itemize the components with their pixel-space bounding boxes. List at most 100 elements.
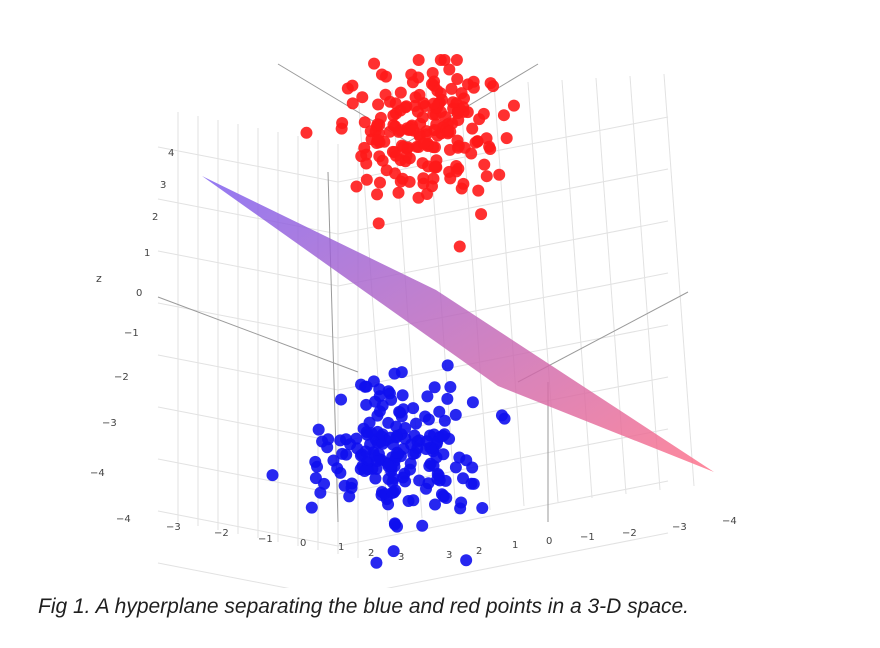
data-point bbox=[412, 191, 425, 204]
data-point bbox=[480, 170, 493, 183]
hyperplane-surface bbox=[202, 176, 714, 472]
data-point bbox=[405, 438, 418, 451]
y-tick-label: 0 bbox=[546, 536, 552, 547]
data-point bbox=[449, 408, 462, 421]
grid-line bbox=[561, 79, 593, 499]
data-point bbox=[373, 176, 386, 189]
data-point bbox=[444, 380, 457, 393]
z-axis-title: z bbox=[96, 272, 102, 285]
data-point bbox=[373, 150, 386, 163]
data-point bbox=[368, 57, 381, 70]
data-point bbox=[360, 380, 373, 393]
x-tick-label: 3 bbox=[398, 552, 404, 563]
data-point bbox=[407, 402, 420, 415]
data-point bbox=[421, 390, 434, 403]
data-point bbox=[379, 88, 392, 101]
data-point bbox=[441, 392, 454, 405]
data-point bbox=[446, 96, 459, 109]
data-point bbox=[394, 86, 407, 99]
data-point bbox=[426, 67, 439, 80]
grid-line bbox=[663, 73, 695, 487]
data-point bbox=[402, 141, 415, 154]
data-point bbox=[392, 186, 405, 199]
grid-line bbox=[386, 532, 669, 588]
data-point bbox=[466, 396, 479, 409]
axis-ticks: 4 3 2 1 0 −1 −2 −3 −4 z −4 −3 −2 −1 0 1 2 3 3 2 1 0 −1 −2 −3 −4 bbox=[90, 148, 737, 563]
y-tick-label: −2 bbox=[622, 528, 637, 539]
data-point bbox=[335, 122, 348, 135]
x-tick-label: 2 bbox=[368, 548, 374, 559]
data-point bbox=[427, 97, 440, 110]
data-point bbox=[351, 442, 364, 455]
z-tick-label: −3 bbox=[102, 418, 117, 429]
x-tick-label: 1 bbox=[338, 542, 344, 553]
x-tick-label: 0 bbox=[300, 538, 306, 549]
data-point bbox=[350, 180, 363, 193]
data-point bbox=[428, 381, 441, 394]
data-point bbox=[498, 412, 511, 425]
grid-line bbox=[629, 75, 661, 491]
data-point bbox=[467, 81, 480, 94]
z-tick-label: 2 bbox=[152, 212, 158, 223]
scatter-3d-plot: 4 3 2 1 0 −1 −2 −3 −4 z −4 −3 −2 −1 0 1 2 3 3 2 1 0 −1 −2 −3 −4 bbox=[90, 54, 737, 588]
data-point bbox=[371, 188, 384, 201]
data-point bbox=[493, 168, 506, 181]
data-point bbox=[373, 405, 386, 418]
data-point bbox=[475, 208, 488, 221]
data-point bbox=[455, 496, 468, 509]
data-point bbox=[314, 486, 327, 499]
data-point bbox=[364, 125, 377, 138]
grid-line bbox=[157, 510, 339, 547]
data-point bbox=[369, 395, 382, 408]
data-point bbox=[371, 133, 384, 146]
data-point bbox=[440, 491, 453, 504]
data-point bbox=[472, 184, 485, 197]
red-points bbox=[300, 54, 520, 253]
y-tick-label: 1 bbox=[512, 540, 518, 551]
data-point bbox=[460, 454, 473, 467]
z-tick-label: −2 bbox=[114, 372, 129, 383]
data-point bbox=[444, 172, 457, 185]
y-tick-label: 2 bbox=[476, 546, 482, 557]
data-point bbox=[266, 469, 279, 482]
data-point bbox=[438, 414, 451, 427]
data-point bbox=[374, 111, 387, 124]
grid-line bbox=[527, 81, 559, 503]
data-point bbox=[497, 109, 510, 122]
data-point bbox=[382, 498, 395, 511]
data-point bbox=[393, 405, 406, 418]
data-point bbox=[500, 132, 513, 145]
x-tick-label: −3 bbox=[166, 522, 181, 533]
grid-line bbox=[157, 458, 339, 495]
data-point bbox=[385, 393, 398, 406]
data-point bbox=[429, 498, 442, 511]
data-point bbox=[370, 556, 383, 569]
data-point bbox=[507, 99, 520, 112]
data-point bbox=[394, 104, 407, 117]
grid-line bbox=[157, 562, 290, 588]
data-point bbox=[387, 119, 400, 132]
grid-line bbox=[157, 406, 339, 443]
data-point bbox=[335, 393, 348, 406]
data-point bbox=[399, 422, 412, 435]
data-point bbox=[391, 446, 404, 459]
data-point bbox=[360, 157, 373, 170]
data-point bbox=[403, 463, 416, 476]
data-point bbox=[444, 125, 457, 138]
z-tick-label: 4 bbox=[168, 148, 174, 159]
grid-line bbox=[157, 296, 359, 373]
y-tick-label: −3 bbox=[672, 522, 687, 533]
data-point bbox=[420, 482, 433, 495]
grid-line bbox=[337, 480, 669, 547]
data-point bbox=[436, 429, 449, 442]
data-point bbox=[372, 217, 385, 230]
data-point bbox=[386, 476, 399, 489]
data-point bbox=[412, 54, 425, 66]
data-point bbox=[451, 134, 464, 147]
data-point bbox=[399, 475, 412, 488]
z-tick-label: −4 bbox=[90, 468, 105, 479]
blue-points bbox=[266, 359, 511, 569]
data-point bbox=[419, 410, 432, 423]
data-point bbox=[466, 122, 479, 135]
data-point bbox=[477, 107, 490, 120]
